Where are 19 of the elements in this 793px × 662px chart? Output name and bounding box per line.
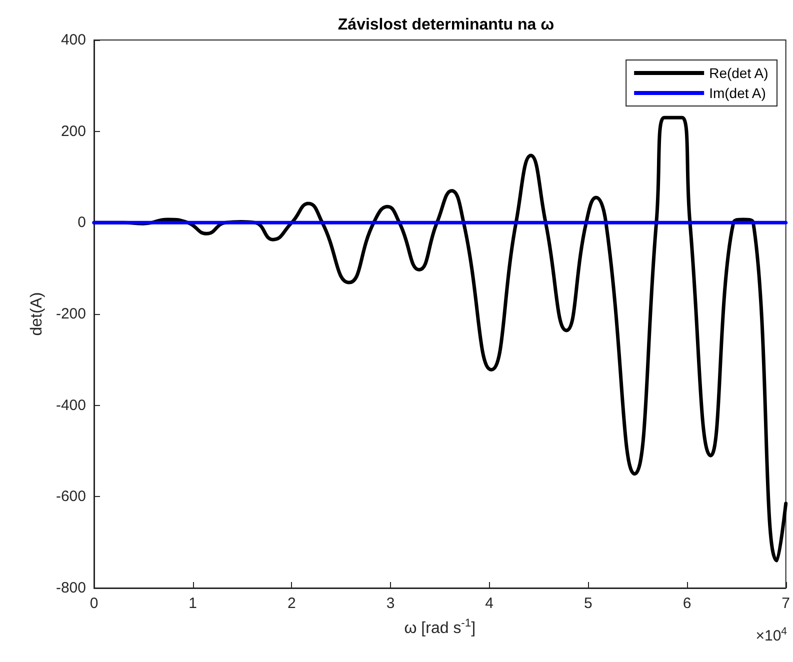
legend-label: Im(det A) (709, 85, 766, 101)
x-tick-label: 6 (682, 595, 692, 612)
y-axis-title: det(A) (28, 292, 46, 336)
x-tick-label: 3 (386, 595, 395, 612)
legend-label: Re(det A) (709, 65, 768, 81)
x-tick-label: 0 (90, 595, 98, 612)
y-tick-label: 200 (60, 122, 86, 140)
x-tick-label: 5 (584, 595, 592, 612)
y-tick-label: -600 (56, 488, 86, 506)
y-tick-label: -200 (56, 306, 86, 322)
y-tick-label: -400 (56, 396, 86, 414)
x-tick-label: 7 (782, 595, 790, 612)
x-tick-label: 4 (485, 595, 494, 612)
chart-title: Závislost determinantu na ω (338, 16, 554, 34)
y-tick-label: -800 (56, 580, 86, 596)
y-tick-label: 0 (78, 214, 86, 232)
x-tick-label: 1 (188, 595, 198, 612)
x-tick-label: 2 (287, 595, 296, 612)
y-tick-label: 400 (60, 32, 86, 48)
